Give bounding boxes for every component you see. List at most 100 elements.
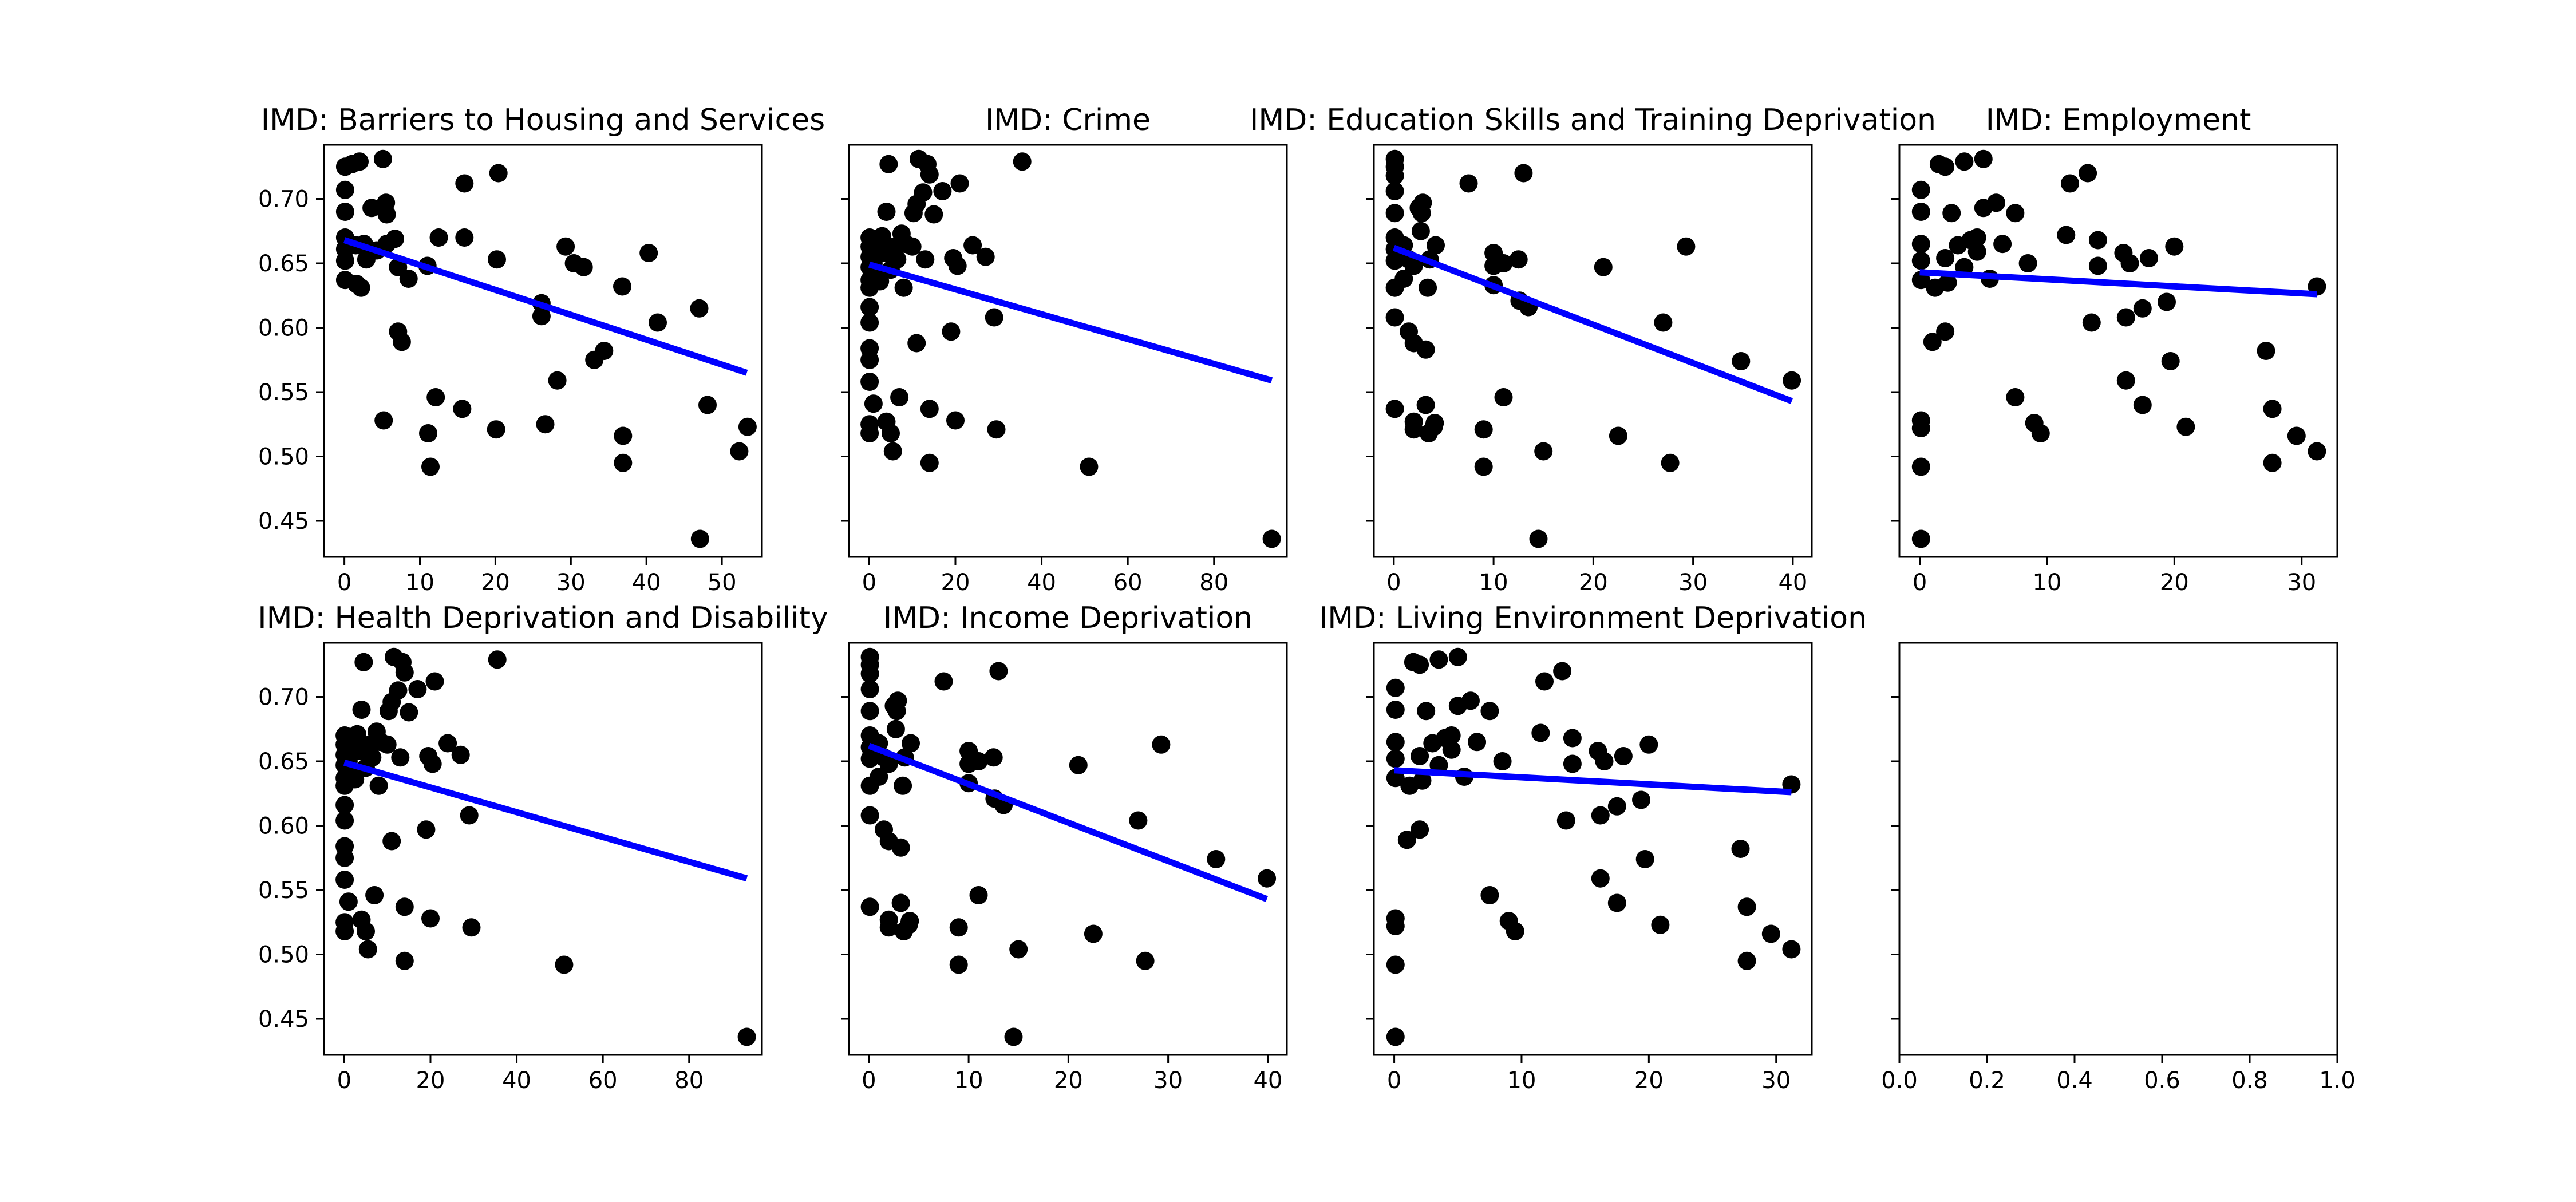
data-point [1069, 756, 1088, 774]
subplot-title: IMD: Employment [1986, 103, 2251, 137]
data-point [335, 203, 354, 221]
data-point [335, 796, 354, 814]
data-point [1425, 414, 1444, 432]
data-point [1416, 340, 1435, 359]
data-point [2079, 164, 2097, 183]
data-point [1556, 811, 1575, 830]
subplot-7: IMD: Living Environment Deprivation 0 10 20… [1319, 601, 1867, 1094]
plot-area [1385, 149, 1801, 548]
x-tick-label: 0 [1913, 570, 1927, 596]
data-point [1591, 806, 1610, 825]
data-point [1009, 940, 1028, 959]
data-point [438, 734, 457, 753]
data-point [894, 278, 913, 297]
data-point [976, 247, 995, 266]
data-point [1737, 897, 1756, 916]
data-point [1677, 237, 1696, 256]
data-point [1494, 388, 1513, 406]
x-tick-label: 10 [405, 570, 434, 596]
x-tick-label: 10 [1507, 1067, 1536, 1094]
data-point [860, 373, 879, 391]
subplot-title: IMD: Living Environment Deprivation [1319, 601, 1867, 635]
axes-frame [848, 144, 1288, 558]
axes-frame [1898, 144, 2338, 558]
data-point [1967, 228, 1986, 247]
data-point [948, 256, 967, 275]
data-point [907, 334, 926, 353]
x-tick-label: 60 [1113, 570, 1143, 596]
y-tick-label: 0.55 [258, 877, 309, 904]
x-tick-label: 40 [502, 1067, 531, 1094]
data-point [2061, 174, 2079, 193]
data-point [1417, 702, 1436, 721]
data-point [690, 299, 709, 318]
x-tick-label: 30 [1153, 1067, 1183, 1094]
data-point [613, 277, 631, 296]
data-point [934, 672, 953, 691]
data-point [373, 149, 392, 168]
data-point [920, 453, 939, 472]
plot-area [1386, 647, 1801, 1046]
data-point [335, 922, 354, 940]
data-point [1013, 152, 1032, 171]
data-point [1529, 529, 1548, 548]
data-point [400, 703, 418, 722]
data-point [378, 735, 397, 754]
x-tick-label: 0 [337, 1067, 351, 1094]
data-point [1911, 457, 1930, 476]
y-tick-label: 0.60 [258, 813, 309, 840]
data-point [1594, 258, 1613, 276]
data-point [883, 442, 902, 461]
data-point [335, 811, 354, 830]
data-point [1480, 886, 1499, 904]
data-point [942, 322, 961, 341]
subplot-title: IMD: Education Skills and Training Depri… [1250, 103, 1936, 137]
x-tick-label: 10 [2033, 570, 2062, 596]
x-tick-label: 0 [1386, 570, 1401, 596]
x-tick-label: 0.2 [1969, 1067, 2005, 1094]
data-point [900, 912, 919, 930]
data-point [369, 776, 388, 795]
data-point [1385, 167, 1404, 185]
data-point [408, 680, 427, 698]
data-point [455, 228, 474, 247]
data-point [536, 415, 555, 434]
data-point [1493, 752, 1512, 770]
x-tick-label: 30 [1761, 1067, 1791, 1094]
y-tick-label: 0.55 [258, 379, 309, 406]
data-point [2257, 342, 2275, 360]
data-point [1639, 735, 1658, 754]
x-tick-label: 0 [862, 570, 876, 596]
subplot-title: IMD: Crime [985, 103, 1151, 137]
data-point [487, 420, 505, 439]
data-point [2088, 231, 2107, 250]
data-point [1911, 180, 1930, 199]
data-point [399, 270, 418, 288]
x-tick-label: 0.4 [2056, 1067, 2093, 1094]
data-point [903, 237, 922, 256]
data-point [2116, 308, 2135, 327]
data-point [1411, 222, 1430, 240]
data-point [916, 250, 935, 269]
data-point [423, 754, 442, 773]
y-tick-label: 0.70 [258, 685, 309, 711]
axes-frame [323, 642, 763, 1056]
data-point [419, 424, 437, 442]
data-point [879, 754, 898, 773]
y-tick-label: 0.60 [258, 315, 309, 342]
data-point [335, 180, 354, 199]
data-point [426, 388, 445, 406]
data-point [377, 205, 396, 224]
data-point [1427, 236, 1445, 255]
x-tick-label: 20 [2160, 570, 2189, 596]
subplot-title: IMD: Barriers to Housing and Services [261, 103, 825, 137]
data-point [489, 164, 508, 183]
data-point [2018, 254, 2037, 272]
data-point [2139, 249, 2158, 267]
data-point [984, 748, 1003, 767]
y-tick-label: 0.45 [258, 508, 309, 535]
data-point [2116, 371, 2135, 390]
data-point [1386, 733, 1405, 752]
subplot-8: 0.0 0.2 0.4 0.6 0.8 1.0 [1881, 642, 2356, 1094]
